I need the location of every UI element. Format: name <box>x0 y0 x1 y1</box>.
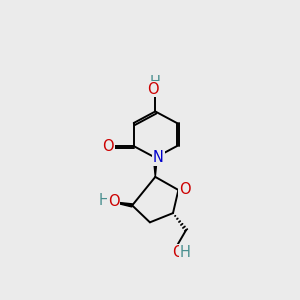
Text: O: O <box>103 139 114 154</box>
Text: O: O <box>108 194 119 209</box>
Text: H: H <box>180 245 191 260</box>
Polygon shape <box>110 202 133 207</box>
Text: H: H <box>99 193 110 208</box>
Polygon shape <box>153 158 157 177</box>
Text: H: H <box>150 76 161 91</box>
Text: O: O <box>179 182 190 197</box>
Text: O: O <box>172 245 184 260</box>
Text: O: O <box>147 82 159 97</box>
Text: N: N <box>153 150 164 165</box>
